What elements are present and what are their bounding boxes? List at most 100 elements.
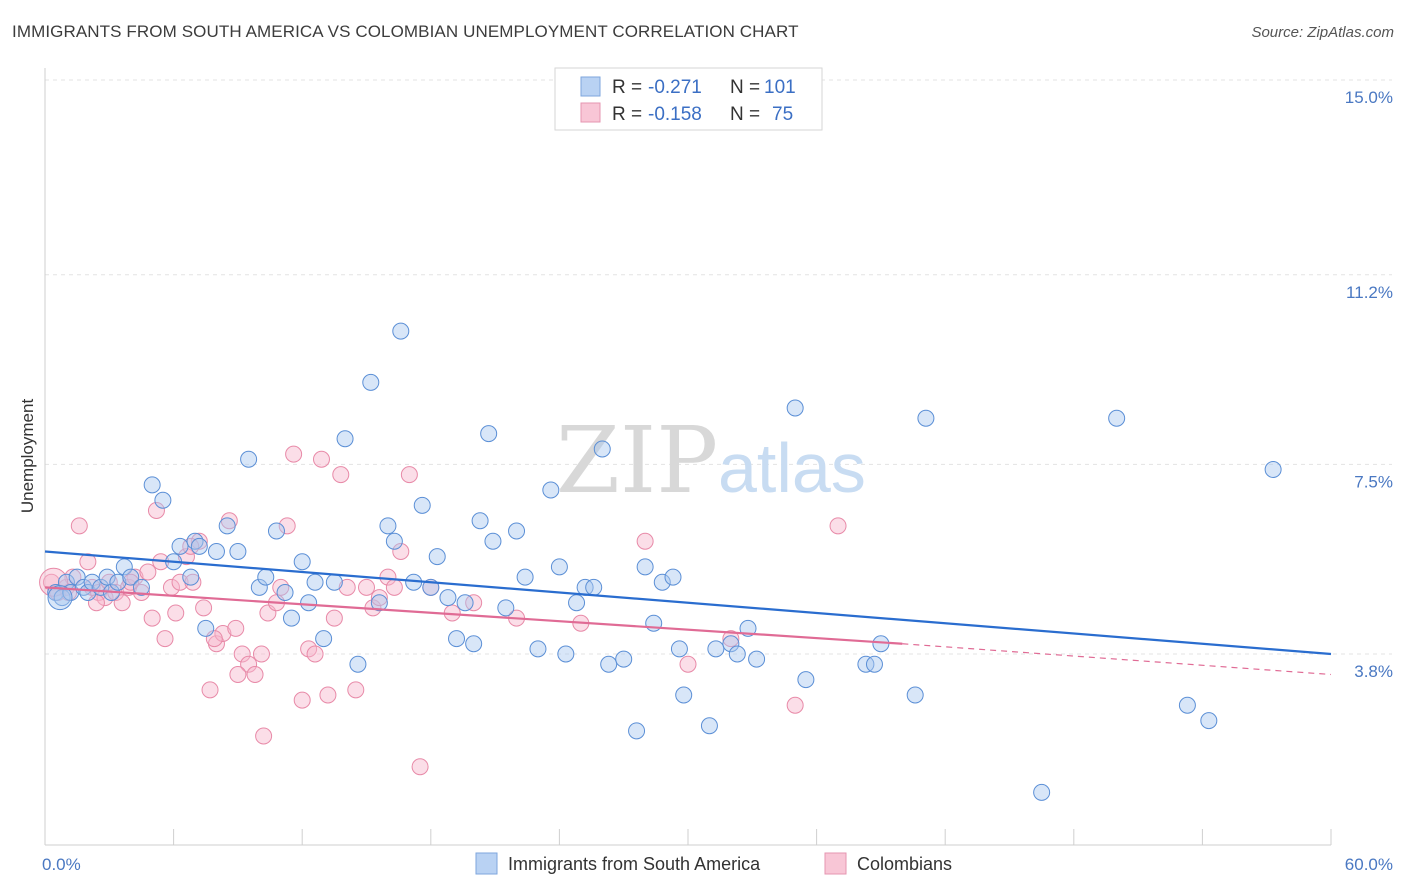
axes xyxy=(44,68,1332,846)
immigrants-point-55 xyxy=(497,599,515,617)
immigrants-point-54 xyxy=(484,532,502,550)
immigrants-point-25 xyxy=(229,543,247,560)
y-axis-label: Unemployment xyxy=(18,399,37,514)
colombians-point-22 xyxy=(171,573,189,591)
x-tick-labels: 0.0% 60.0% xyxy=(42,855,1393,874)
colombians-point-43 xyxy=(306,645,324,663)
colombians-point-52 xyxy=(370,589,388,607)
colombians-point-68 xyxy=(229,666,247,683)
chart-title: IMMIGRANTS FROM SOUTH AMERICA VS COLOMBI… xyxy=(12,22,799,41)
immigrants-point-35 xyxy=(315,630,333,648)
legend-n-label-2: N = xyxy=(730,104,760,125)
immigrants-point-36 xyxy=(325,573,343,591)
colombians-point-49 xyxy=(347,681,365,699)
colombians-point-41 xyxy=(293,691,311,709)
immigrants-point-48 xyxy=(439,589,457,607)
immigrants-point-31 xyxy=(282,609,300,627)
trend-line-colombians-extension xyxy=(902,643,1332,676)
legend-r-value-2: -0.158 xyxy=(648,104,702,125)
immigrants-point-13 xyxy=(122,568,140,586)
colombians-point-66 xyxy=(786,696,804,714)
immigrants-point-29 xyxy=(267,522,285,540)
y-tick-label-2: 11.2% xyxy=(1346,283,1393,302)
y-tick-labels: 3.8% 7.5% 11.2% 15.0% xyxy=(1345,88,1393,681)
immigrants-point-68 xyxy=(628,722,646,740)
legend-n-label-1: N = xyxy=(730,77,760,98)
x-tick-label-0: 0.0% xyxy=(42,855,81,874)
immigrants-point-1 xyxy=(53,589,71,607)
colombians-point-56 xyxy=(400,466,418,484)
immigrants-point-73 xyxy=(670,640,688,658)
immigrants-point-18 xyxy=(171,537,189,555)
colombians-point-27 xyxy=(201,681,219,699)
immigrants-point-86 xyxy=(906,686,924,704)
legend-n-value-1: 101 xyxy=(764,77,796,98)
immigrants-point-75 xyxy=(700,717,718,735)
immigrants-point-30 xyxy=(276,584,294,601)
immigrants-point-92 xyxy=(1200,712,1218,730)
colombians-point-65 xyxy=(722,630,740,648)
immigrants-point-47 xyxy=(428,548,446,566)
colombians-point-23 xyxy=(177,548,195,566)
immigrants-point-76 xyxy=(707,640,725,658)
immigrants-point-large xyxy=(47,585,73,611)
colombians-point-64 xyxy=(679,655,697,673)
colombians-point-4 xyxy=(70,517,88,535)
colombians-point-67 xyxy=(829,517,847,535)
colombians-point-45 xyxy=(319,686,337,704)
colombians-point-26 xyxy=(195,599,213,617)
legend-r-label-1: R = xyxy=(612,77,642,98)
colombians-point-69 xyxy=(255,727,273,745)
colombians-point-16 xyxy=(143,609,161,627)
immigrants-point-64 xyxy=(585,578,603,596)
colombians-point-40 xyxy=(285,445,303,463)
legend-swatch-pink xyxy=(580,102,601,123)
immigrants-point-88 xyxy=(1108,409,1126,427)
immigrants-point-89 xyxy=(1264,461,1282,478)
legend-n-value-2: 75 xyxy=(772,104,793,125)
immigrants-point-80 xyxy=(748,650,766,668)
immigrants-point-66 xyxy=(600,655,618,673)
immigrants-point-84 xyxy=(865,655,883,673)
colombians-point-29 xyxy=(214,625,232,642)
immigrants-point-52 xyxy=(471,512,489,530)
immigrants-point-37 xyxy=(336,430,354,448)
immigrants-point-4 xyxy=(68,568,86,586)
immigrants-point-53 xyxy=(480,425,498,443)
bottom-legend: Immigrants from South America Colombians xyxy=(475,852,952,875)
immigrants-point-14 xyxy=(132,578,150,596)
immigrants-point-21 xyxy=(190,537,208,555)
immigrants-point-45 xyxy=(413,496,431,514)
immigrants-point-91 xyxy=(1178,696,1196,714)
immigrants-point-40 xyxy=(370,594,388,612)
colombians-point-48 xyxy=(338,578,356,596)
immigrants-point-65 xyxy=(593,440,611,458)
colombians-point-60 xyxy=(465,594,483,612)
bottom-legend-swatch-pink xyxy=(824,852,847,875)
source-label: Source: ZipAtlas.com xyxy=(1251,24,1394,41)
immigrants-point-90 xyxy=(1033,783,1051,801)
immigrants-point-60 xyxy=(550,558,568,576)
colombians-point-35 xyxy=(252,645,270,663)
immigrants-point-26 xyxy=(240,450,258,468)
immigrants-point-34 xyxy=(306,573,324,591)
immigrants-point-77 xyxy=(722,635,740,653)
immigrants-point-62 xyxy=(568,594,586,612)
legend-r-label-2: R = xyxy=(612,104,642,125)
immigrants-point-82 xyxy=(797,671,815,689)
colombians-point-32 xyxy=(233,645,251,663)
colombians-point-19 xyxy=(156,630,174,648)
immigrants-point-87 xyxy=(917,409,935,427)
immigrants-point-42 xyxy=(385,532,403,550)
colombians-point-54 xyxy=(385,578,403,596)
immigrants-point-61 xyxy=(557,645,575,663)
immigrants-point-15 xyxy=(143,476,161,494)
immigrants-point-56 xyxy=(508,522,526,540)
immigrants-point-83 xyxy=(857,655,875,673)
legend-swatch-blue xyxy=(580,76,601,97)
immigrants-point-58 xyxy=(529,640,547,658)
colombians-point-5 xyxy=(79,553,97,571)
y-tick-label-3: 15.0% xyxy=(1345,88,1393,107)
immigrants-point-9 xyxy=(98,568,116,586)
